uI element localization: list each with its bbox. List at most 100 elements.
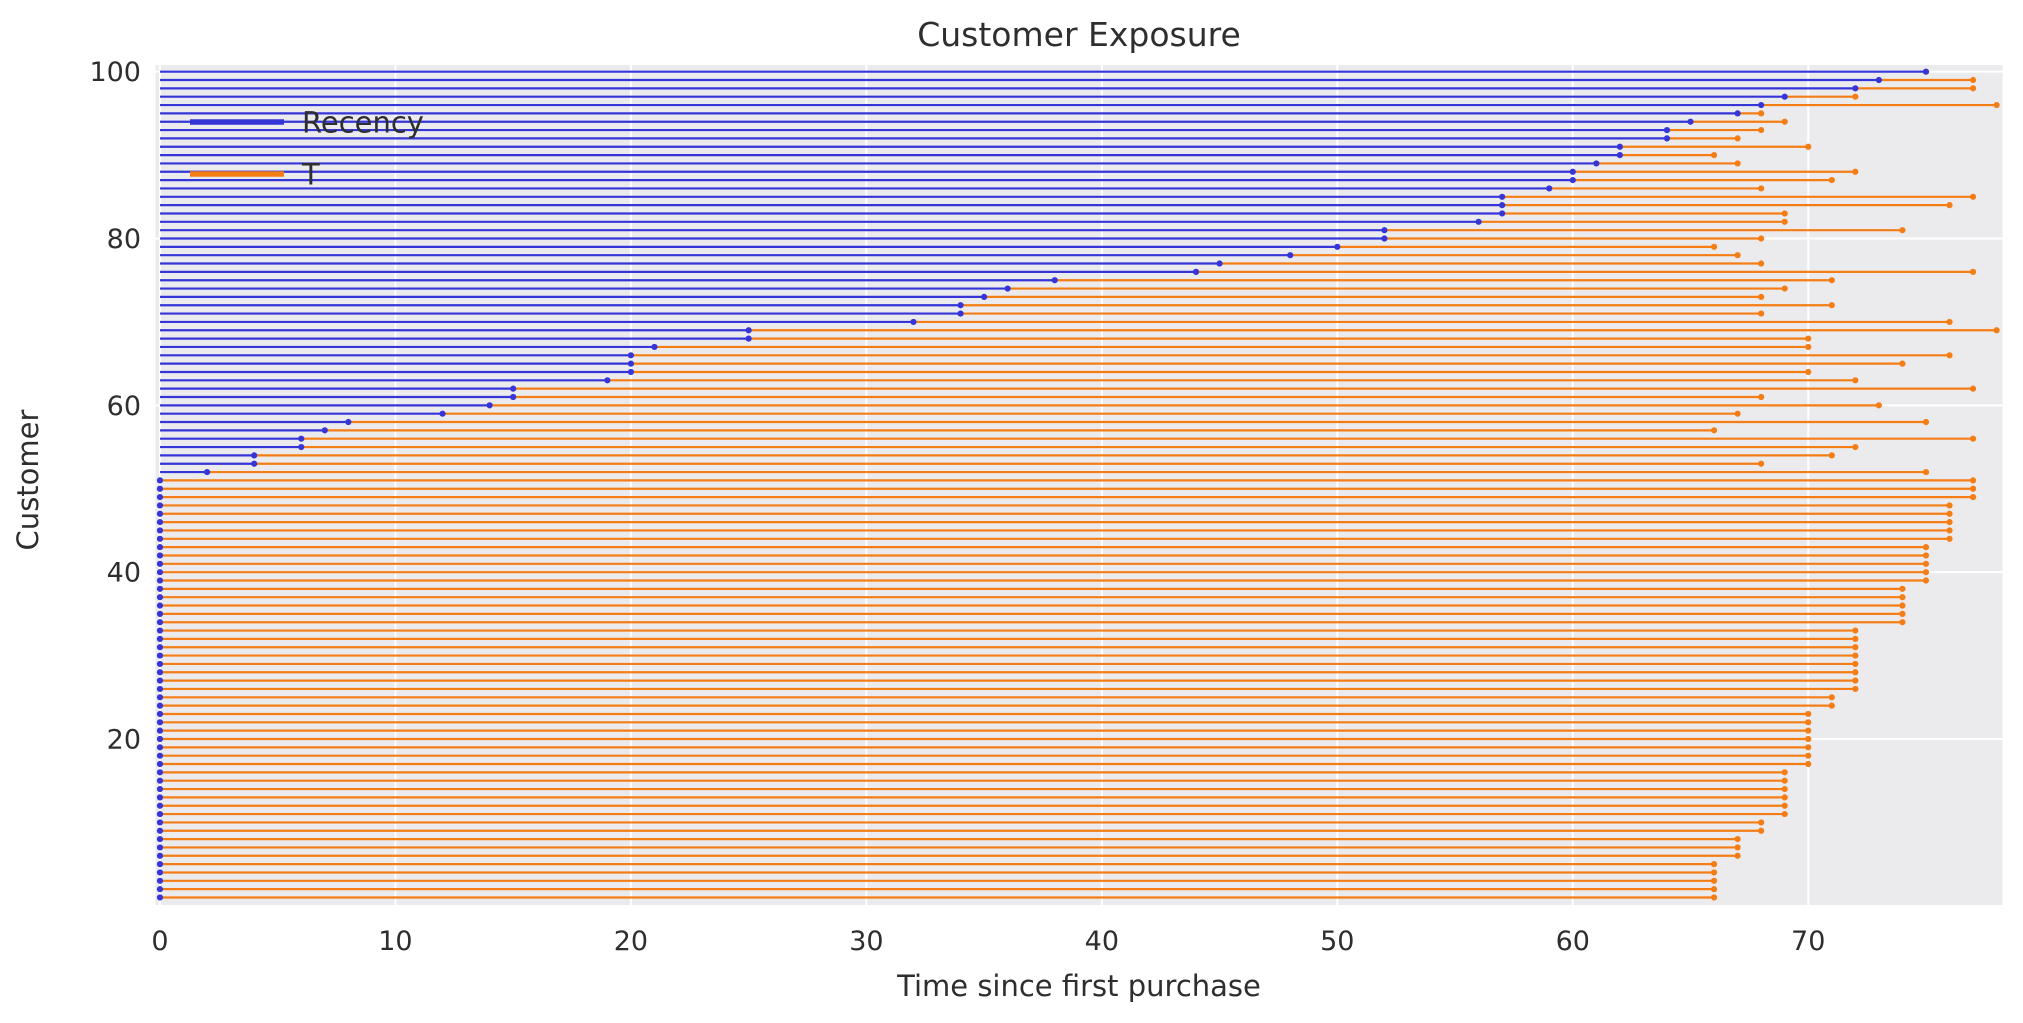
recency-dot bbox=[1546, 185, 1553, 192]
t-dot bbox=[1805, 727, 1812, 734]
t-dot bbox=[1710, 877, 1718, 884]
t-dot bbox=[1946, 318, 1953, 326]
recency-dot bbox=[251, 452, 258, 459]
recency-dot bbox=[1051, 277, 1058, 284]
t-dot bbox=[1805, 343, 1812, 351]
recency-dot bbox=[156, 852, 164, 859]
t-dot bbox=[1899, 610, 1906, 617]
recency-dot bbox=[156, 869, 164, 876]
t-dot bbox=[1969, 85, 1977, 92]
t-dot bbox=[1781, 794, 1788, 801]
t-dot bbox=[1852, 627, 1859, 634]
t-dot bbox=[1828, 302, 1835, 309]
t-dot bbox=[1969, 485, 1977, 492]
recency-dot bbox=[1004, 285, 1011, 292]
t-dot bbox=[1828, 694, 1835, 701]
recency-dot bbox=[1569, 177, 1576, 184]
recency-dot bbox=[1852, 85, 1859, 92]
recency-dot bbox=[1475, 218, 1482, 225]
t-dot bbox=[1710, 861, 1718, 868]
t-dot bbox=[1758, 235, 1765, 242]
t-dot bbox=[1969, 477, 1977, 484]
x-tick-label: 0 bbox=[151, 926, 168, 957]
recency-dot bbox=[156, 594, 164, 601]
t-dot bbox=[1734, 410, 1741, 417]
t-dot bbox=[1758, 126, 1765, 134]
y-tick-label: 40 bbox=[107, 558, 141, 589]
t-dot bbox=[1805, 710, 1812, 718]
x-tick-label: 20 bbox=[614, 926, 648, 957]
recency-dot bbox=[156, 477, 164, 484]
t-dot bbox=[1852, 644, 1859, 651]
recency-dot bbox=[1216, 260, 1223, 267]
t-dot bbox=[1758, 310, 1765, 317]
recency-dot bbox=[156, 744, 164, 751]
t-dot bbox=[1922, 418, 1930, 426]
recency-dot bbox=[1687, 118, 1694, 125]
recency-dot bbox=[156, 844, 164, 851]
t-dot bbox=[1781, 785, 1788, 793]
recency-dot bbox=[156, 485, 164, 492]
recency-dot bbox=[1663, 126, 1671, 134]
y-tick-label: 80 bbox=[107, 224, 141, 255]
t-dot bbox=[1969, 385, 1977, 392]
recency-dot bbox=[627, 360, 635, 367]
t-dot bbox=[1969, 76, 1977, 84]
t-dot bbox=[1710, 869, 1718, 876]
recency-dot bbox=[156, 502, 164, 509]
x-tick-label: 10 bbox=[378, 926, 412, 957]
t-dot bbox=[1734, 160, 1741, 167]
recency-dot bbox=[1663, 135, 1671, 142]
t-dot bbox=[1805, 335, 1812, 342]
recency-dot bbox=[156, 827, 164, 834]
legend: Recency T bbox=[190, 106, 424, 192]
recency-dot bbox=[156, 585, 164, 592]
t-dot bbox=[1852, 652, 1859, 659]
t-dot bbox=[1805, 719, 1812, 726]
recency-dot bbox=[156, 719, 164, 726]
t-dot bbox=[1969, 435, 1977, 442]
recency-dot bbox=[298, 435, 305, 442]
recency-dot bbox=[156, 560, 164, 567]
y-tick-label: 60 bbox=[107, 391, 141, 422]
t-dot bbox=[1922, 544, 1930, 551]
recency-dot bbox=[1734, 110, 1741, 117]
recency-dot bbox=[156, 685, 164, 693]
t-dot bbox=[1993, 101, 2000, 109]
t-dot bbox=[1805, 744, 1812, 751]
recency-dot bbox=[604, 377, 611, 384]
t-dot bbox=[1758, 110, 1765, 117]
recency-dot bbox=[156, 544, 164, 551]
recency-dot bbox=[1758, 101, 1765, 109]
t-dot bbox=[1922, 552, 1930, 559]
t-dot bbox=[1852, 677, 1859, 684]
t-dot bbox=[1946, 519, 1953, 526]
t-dot bbox=[1758, 827, 1765, 834]
t-dot bbox=[1946, 202, 1953, 209]
y-tick-label: 20 bbox=[107, 725, 141, 756]
recency-dot bbox=[156, 694, 164, 701]
recency-dot bbox=[627, 368, 635, 376]
recency-dot bbox=[745, 335, 752, 342]
recency-dot bbox=[1499, 193, 1506, 200]
t-dot bbox=[1899, 594, 1906, 601]
recency-dot bbox=[156, 752, 164, 759]
recency-dot bbox=[439, 410, 446, 417]
t-dot bbox=[1946, 535, 1953, 542]
recency-dot bbox=[156, 760, 164, 768]
recency-dot bbox=[156, 610, 164, 617]
recency-dot bbox=[1287, 252, 1294, 259]
t-dot bbox=[1805, 368, 1812, 376]
t-dot bbox=[1899, 602, 1906, 609]
x-tick-label: 50 bbox=[1320, 926, 1354, 957]
recency-dot bbox=[156, 660, 164, 668]
recency-dot bbox=[321, 427, 328, 434]
t-dot bbox=[1734, 844, 1741, 851]
recency-dot bbox=[1875, 76, 1882, 84]
recency-dot bbox=[156, 627, 164, 634]
recency-dot bbox=[203, 468, 211, 476]
t-dot bbox=[1710, 243, 1718, 250]
recency-dot bbox=[156, 861, 164, 868]
t-dot bbox=[1781, 218, 1788, 225]
